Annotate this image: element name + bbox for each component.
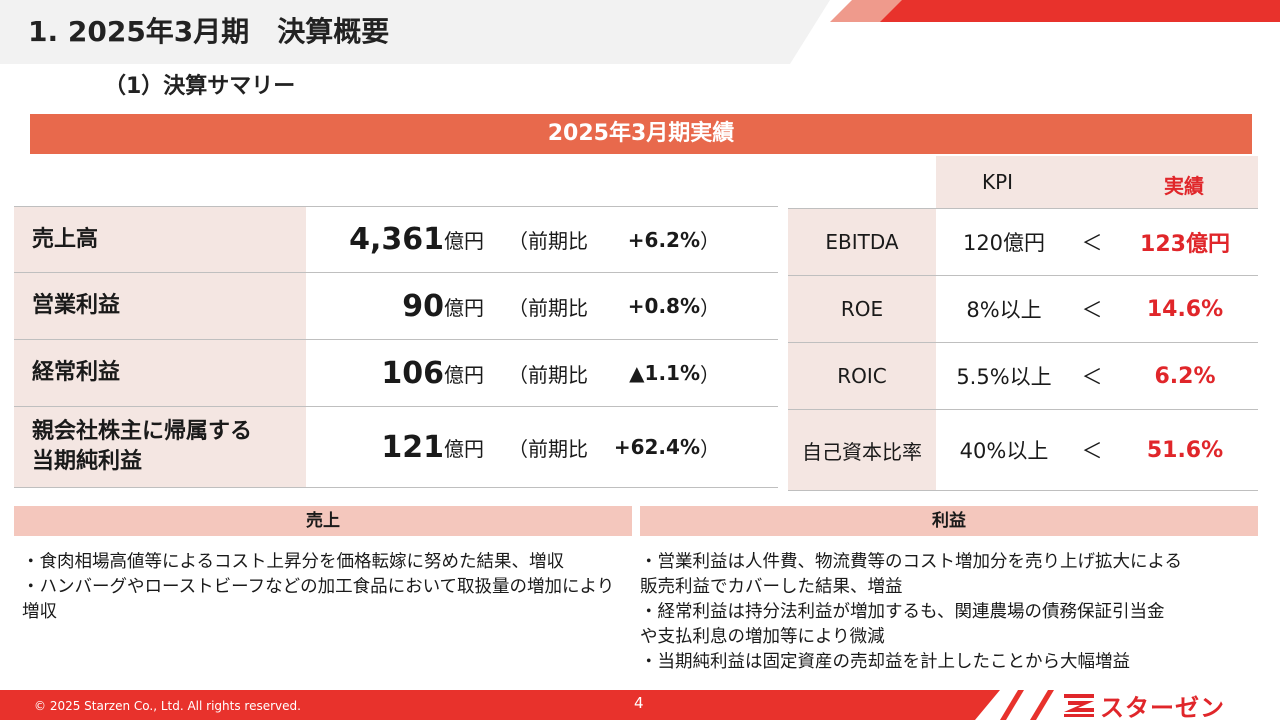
- close-paren: ）: [700, 229, 720, 253]
- row-label: 経常利益: [14, 340, 306, 406]
- actual-header-label: 実績: [1164, 174, 1204, 198]
- kpi-name: EBITDA: [788, 209, 936, 275]
- kpi-target: 8%以上: [966, 298, 1042, 322]
- row-value: 121 億円 （前期比 +62.4% ）: [306, 407, 778, 487]
- results-banner: 2025年3月期実績: [30, 114, 1252, 154]
- kpi-operator: ＜: [1081, 231, 1103, 255]
- kpi-table: EBITDA 120億円 ＜ 123億円 ROE 8%以上 ＜ 14.6% RO…: [788, 208, 1258, 491]
- value-number: 106: [381, 355, 444, 391]
- page-number: 4: [634, 694, 644, 712]
- profit-bullet: ・営業利益は人件費、物流費等のコスト増加分を売り上げ拡大による 販売利益でカバー…: [640, 552, 1182, 597]
- kpi-actual: 51.6%: [1146, 437, 1224, 463]
- value-number: 90: [402, 288, 444, 324]
- logo-text: スターゼン: [1100, 693, 1225, 720]
- kpi-operator: ＜: [1081, 298, 1103, 322]
- profit-section-heading: 利益: [640, 506, 1258, 536]
- kpi-row: ROIC 5.5%以上 ＜ 6.2%: [788, 342, 1258, 409]
- footer-band: [0, 690, 1000, 720]
- sales-bullet: ・ハンバーグやローストビーフなどの加工食品において取扱量の増加により 増収: [22, 577, 615, 622]
- value-unit: 億円: [444, 436, 484, 461]
- compare-label: （前期比: [508, 436, 588, 461]
- row-value: 106 億円 （前期比 ▲1.1% ）: [306, 340, 778, 406]
- kpi-name: 自己資本比率: [788, 410, 936, 490]
- kpi-operator: ＜: [1081, 439, 1103, 463]
- kpi-target: 40%以上: [959, 439, 1049, 463]
- sales-section-heading: 売上: [14, 506, 632, 536]
- table-row: 売上高 4,361 億円 （前期比 +6.2% ）: [14, 206, 778, 272]
- value-number: 4,361: [349, 222, 444, 257]
- row-label: 親会社株主に帰属する 当期純利益: [14, 407, 306, 487]
- kpi-row: 自己資本比率 40%以上 ＜ 51.6%: [788, 409, 1258, 491]
- table-row: 営業利益 90 億円 （前期比 +0.8% ）: [14, 272, 778, 339]
- change-value: +62.4%: [613, 435, 700, 459]
- logo-mark-icon: [1064, 692, 1096, 718]
- row-value: 4,361 億円 （前期比 +6.2% ）: [306, 207, 778, 272]
- kpi-target: 5.5%以上: [956, 365, 1052, 389]
- profit-section-body: ・営業利益は人件費、物流費等のコスト増加分を売り上げ拡大による 販売利益でカバー…: [640, 550, 1258, 675]
- change-value: +6.2%: [627, 227, 700, 252]
- value-unit: 億円: [444, 295, 484, 320]
- profit-bullet: ・当期純利益は固定資産の売却益を計上したことから大幅増益: [640, 652, 1130, 672]
- row-label: 営業利益: [14, 273, 306, 339]
- kpi-row: EBITDA 120億円 ＜ 123億円: [788, 208, 1258, 275]
- kpi-actual: 123億円: [1140, 232, 1230, 257]
- table-row: 経常利益 106 億円 （前期比 ▲1.1% ）: [14, 339, 778, 406]
- profit-bullet: ・経常利益は持分法利益が増加するも、関連農場の債務保証引当金 や支払利息の増加等…: [640, 602, 1165, 647]
- sales-section-body: ・食肉相場高値等によるコスト上昇分を価格転嫁に努めた結果、増収 ・ハンバーグやロ…: [22, 550, 632, 625]
- header-accent-red: [880, 0, 1280, 22]
- row-label: 売上高: [14, 207, 306, 272]
- compare-label: （前期比: [508, 362, 588, 387]
- close-paren: ）: [700, 436, 720, 461]
- kpi-row: ROE 8%以上 ＜ 14.6%: [788, 275, 1258, 342]
- kpi-operator: ＜: [1081, 365, 1103, 389]
- kpi-header-label: KPI: [982, 170, 1014, 194]
- change-value: ▲1.1%: [629, 361, 700, 385]
- financial-summary-table: 売上高 4,361 億円 （前期比 +6.2% ） 営業利益 90 億円 （前期…: [14, 206, 778, 488]
- close-paren: ）: [700, 295, 720, 320]
- compare-label: （前期比: [508, 295, 588, 320]
- sales-bullet: ・食肉相場高値等によるコスト上昇分を価格転嫁に努めた結果、増収: [22, 552, 564, 572]
- value-unit: 億円: [444, 229, 484, 253]
- kpi-name: ROE: [788, 276, 936, 342]
- kpi-actual: 14.6%: [1146, 296, 1224, 322]
- value-unit: 億円: [444, 362, 484, 387]
- kpi-header: KPI 実績: [936, 156, 1258, 208]
- change-value: +0.8%: [627, 294, 700, 318]
- page-title: 1. 2025年3月期 決算概要: [28, 15, 390, 48]
- footer-stripe: [1030, 690, 1054, 720]
- value-number: 121: [381, 429, 444, 465]
- kpi-actual: 6.2%: [1154, 363, 1216, 389]
- footer-stripe: [1000, 690, 1024, 720]
- table-row: 親会社株主に帰属する 当期純利益 121 億円 （前期比 +62.4% ）: [14, 406, 778, 488]
- kpi-target: 120億円: [962, 231, 1046, 255]
- close-paren: ）: [700, 362, 720, 387]
- company-logo: スターゼン: [1064, 690, 1225, 720]
- row-value: 90 億円 （前期比 +0.8% ）: [306, 273, 778, 339]
- compare-label: （前期比: [508, 229, 588, 253]
- copyright-text: © 2025 Starzen Co., Ltd. All rights rese…: [34, 699, 301, 713]
- kpi-name: ROIC: [788, 343, 936, 409]
- section-subtitle: （1）決算サマリー: [104, 74, 296, 99]
